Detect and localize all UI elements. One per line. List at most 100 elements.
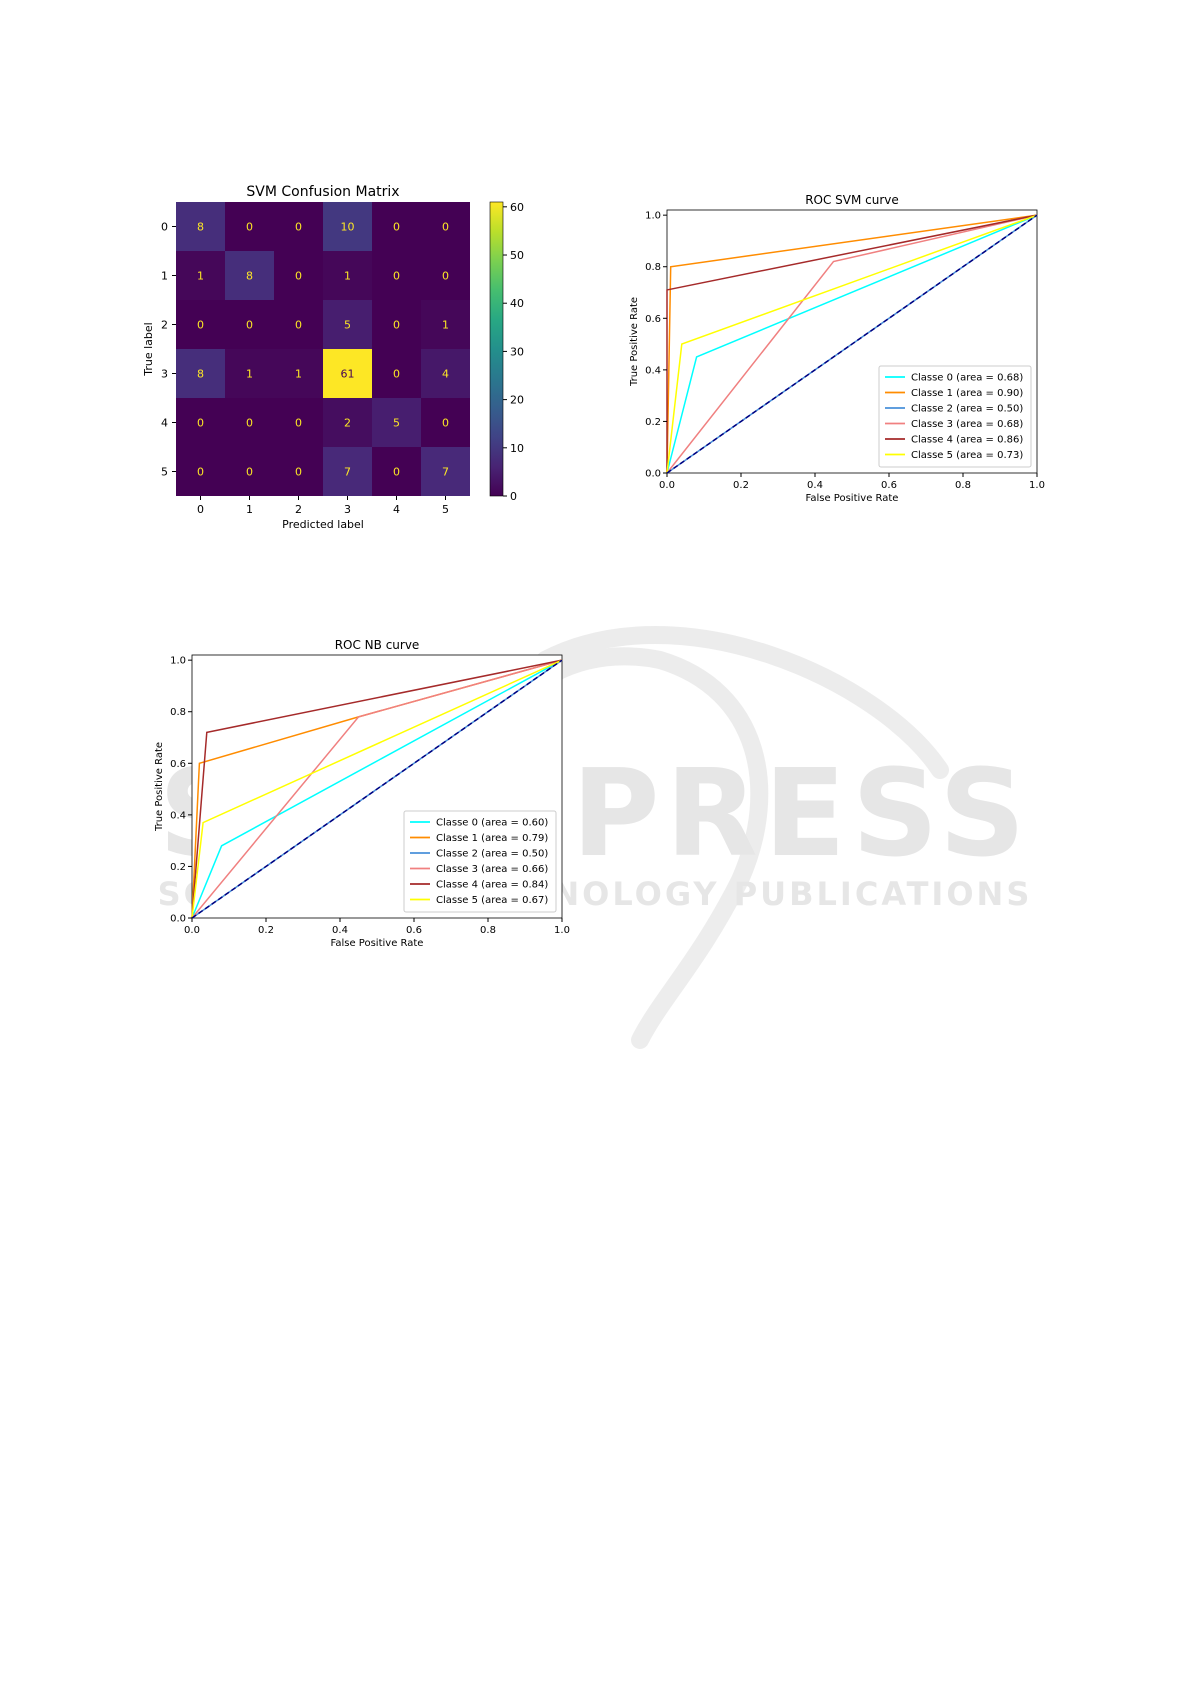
- heatmap-cell: [274, 447, 323, 496]
- heatmap-cell: [372, 447, 421, 496]
- heatmap-cell: [372, 349, 421, 398]
- cell-value: 1: [442, 319, 449, 332]
- y-tick-label: 0.0: [645, 469, 661, 480]
- cell-value: 4: [442, 368, 449, 381]
- heatmap-cell: [323, 251, 372, 300]
- legend-label-4: Classe 4 (area = 0.86): [911, 435, 1023, 446]
- x-tick-label: 1.0: [554, 925, 570, 936]
- y-tick-label: 0.8: [170, 707, 186, 718]
- series-line-5: [191, 659, 563, 919]
- legend-label-5: Classe 5 (area = 0.73): [911, 450, 1023, 461]
- y-axis-label: True label: [142, 322, 155, 376]
- legend-label-3: Classe 3 (area = 0.66): [436, 864, 548, 875]
- heatmap-cell: [225, 251, 274, 300]
- cell-value: 0: [197, 417, 204, 430]
- cell-value: 0: [246, 221, 253, 234]
- y-tick-label: 0: [161, 221, 168, 234]
- y-axis-label: True Positive Rate: [629, 297, 640, 387]
- legend-label-2: Classe 2 (area = 0.50): [911, 404, 1023, 415]
- y-tick-label: 0.2: [645, 417, 661, 428]
- x-axis-label: False Positive Rate: [331, 938, 424, 949]
- cell-value: 0: [393, 270, 400, 283]
- cell-value: 0: [246, 319, 253, 332]
- colorbar-tick-label: 20: [510, 394, 524, 407]
- cell-value: 5: [344, 319, 351, 332]
- legend-box: [403, 810, 557, 913]
- cell-value: 1: [246, 368, 253, 381]
- heatmap-cell: [225, 447, 274, 496]
- heatmap-cell: [323, 398, 372, 447]
- heatmap-cell: [421, 349, 470, 398]
- heatmap-cell: [323, 202, 372, 251]
- heatmap-cell: [176, 398, 225, 447]
- y-tick-label: 0.6: [170, 759, 186, 770]
- y-tick-label: 0.6: [645, 314, 661, 325]
- cell-value: 5: [393, 417, 400, 430]
- cell-value: 0: [393, 466, 400, 479]
- y-tick-label: 1: [161, 270, 168, 283]
- watermark-swoosh-outer: [536, 626, 949, 779]
- heatmap-cell: [176, 251, 225, 300]
- x-tick-label: 0.6: [881, 480, 897, 491]
- heatmap-cell: [176, 349, 225, 398]
- cell-value: 1: [197, 270, 204, 283]
- legend-label-1: Classe 1 (area = 0.90): [911, 388, 1023, 399]
- legend-label-2: Classe 2 (area = 0.50): [436, 849, 548, 860]
- heatmap-cell: [323, 349, 372, 398]
- cell-value: 0: [295, 417, 302, 430]
- x-tick-label: 0.0: [184, 925, 200, 936]
- series-line-0: [191, 659, 563, 919]
- heatmap-cell: [225, 398, 274, 447]
- x-tick-label: 4: [393, 503, 400, 516]
- heatmap-cell: [274, 349, 323, 398]
- roc-nb-chart: ROC NB curve 0.0 0.2 0.4 0.6 0.8 1.0 0.0 0.2 0.4 0…: [154, 638, 570, 949]
- heatmap-cell: [176, 202, 225, 251]
- heatmap-cell: [323, 447, 372, 496]
- series-line-5: [666, 214, 1038, 474]
- y-tick-label: 3: [161, 368, 168, 381]
- x-tick-label: 0.6: [406, 925, 422, 936]
- series-line-0: [666, 214, 1038, 474]
- legend-label-0: Classe 0 (area = 0.68): [911, 373, 1023, 384]
- cell-value: 0: [295, 221, 302, 234]
- colorbar-tick-label: 50: [510, 249, 524, 262]
- cell-value: 0: [295, 270, 302, 283]
- cell-value: 0: [393, 319, 400, 332]
- cell-value: 0: [442, 221, 449, 234]
- x-tick-label: 2: [295, 503, 302, 516]
- colorbar: [489, 201, 504, 497]
- cell-value: 0: [197, 466, 204, 479]
- cell-value: 1: [344, 270, 351, 283]
- cell-value: 0: [393, 221, 400, 234]
- x-tick-label: 1: [246, 503, 253, 516]
- cell-value: 1: [295, 368, 302, 381]
- heatmap-cell: [421, 447, 470, 496]
- chart-title: SVM Confusion Matrix: [246, 184, 399, 200]
- cell-value: 0: [393, 368, 400, 381]
- cell-value: 0: [295, 466, 302, 479]
- cell-value: 0: [295, 319, 302, 332]
- cell-value: 2: [344, 417, 351, 430]
- x-axis-label: Predicted label: [282, 518, 364, 531]
- legend-box: [878, 365, 1032, 468]
- series-line-1: [666, 214, 1038, 474]
- heatmap-cell: [274, 251, 323, 300]
- heatmap-cell: [372, 202, 421, 251]
- y-axis-label: True Positive Rate: [154, 742, 165, 832]
- x-tick-label: 0.0: [659, 480, 675, 491]
- heatmap-cell: [421, 251, 470, 300]
- legend-label-5: Classe 5 (area = 0.67): [436, 895, 548, 906]
- x-tick-label: 0.8: [480, 925, 496, 936]
- y-tick-label: 0.4: [645, 365, 661, 376]
- heatmap-cell: [372, 300, 421, 349]
- x-tick-label: 0.2: [258, 925, 274, 936]
- x-tick-label: 0.4: [332, 925, 348, 936]
- x-tick-label: 5: [442, 503, 449, 516]
- heatmap-cell: [274, 398, 323, 447]
- diagonal-reference-line: [666, 214, 1038, 474]
- cell-value: 7: [344, 466, 351, 479]
- legend-label-3: Classe 3 (area = 0.68): [911, 419, 1023, 430]
- heatmap-cell: [274, 202, 323, 251]
- heatmap-cell: [274, 300, 323, 349]
